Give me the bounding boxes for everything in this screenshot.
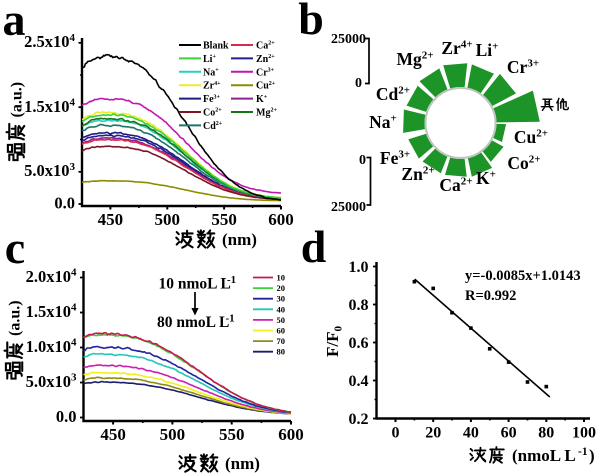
svg-text:a: a xyxy=(3,0,26,45)
svg-text:5.0x103: 5.0x103 xyxy=(26,372,77,391)
svg-text:40: 40 xyxy=(277,304,286,314)
svg-text:(nmoL L: (nmoL L xyxy=(512,446,576,465)
svg-text:5.0x103: 5.0x103 xyxy=(24,161,75,180)
svg-text:40: 40 xyxy=(463,425,479,442)
svg-text:1.5x104: 1.5x104 xyxy=(26,302,77,321)
svg-text:K+: K+ xyxy=(256,94,268,105)
svg-text:550: 550 xyxy=(211,210,237,229)
svg-text:550: 550 xyxy=(219,425,245,444)
svg-text:600: 600 xyxy=(268,210,294,229)
svg-text:R=0.992: R=0.992 xyxy=(465,288,516,304)
svg-text:0.0: 0.0 xyxy=(56,407,77,426)
svg-text:60: 60 xyxy=(277,326,286,336)
svg-text:500: 500 xyxy=(160,425,186,444)
svg-text:80 nmoL L: 80 nmoL L xyxy=(157,314,229,331)
svg-text:450: 450 xyxy=(98,210,124,229)
svg-text:0.2: 0.2 xyxy=(349,411,369,428)
svg-text:25000: 25000 xyxy=(331,200,366,215)
svg-text:(nm): (nm) xyxy=(225,454,260,473)
svg-text:(nm): (nm) xyxy=(222,230,257,249)
svg-text:100: 100 xyxy=(572,425,596,442)
svg-text:20: 20 xyxy=(425,425,441,442)
svg-text:500: 500 xyxy=(155,210,181,229)
svg-text:25000: 25000 xyxy=(331,32,366,47)
svg-text:Zr4+: Zr4+ xyxy=(203,81,221,92)
svg-text:Co2+: Co2+ xyxy=(203,108,222,119)
svg-text:): ) xyxy=(589,446,595,465)
svg-text:20: 20 xyxy=(277,283,286,293)
svg-text:0.8: 0.8 xyxy=(349,297,369,314)
svg-text:80: 80 xyxy=(277,347,286,357)
svg-text:0.0: 0.0 xyxy=(54,194,75,213)
svg-text:0.6: 0.6 xyxy=(349,335,369,352)
svg-text:70: 70 xyxy=(277,336,286,346)
svg-text:Cu2+: Cu2+ xyxy=(256,81,276,92)
svg-text:Cd2+: Cd2+ xyxy=(203,121,223,132)
svg-text:Cr3+: Cr3+ xyxy=(256,67,275,78)
svg-text:Na+: Na+ xyxy=(369,112,397,132)
svg-text:0: 0 xyxy=(392,425,400,442)
svg-text:Li+: Li+ xyxy=(203,54,216,65)
svg-text:50: 50 xyxy=(277,315,286,325)
svg-text:0: 0 xyxy=(355,76,362,91)
svg-text:-1: -1 xyxy=(226,313,235,325)
svg-text:Na+: Na+ xyxy=(203,67,219,78)
svg-text:60: 60 xyxy=(501,425,517,442)
svg-text:10: 10 xyxy=(277,273,286,283)
svg-text:-1: -1 xyxy=(227,274,236,286)
svg-text:600: 600 xyxy=(278,425,304,444)
svg-text:0: 0 xyxy=(359,153,366,168)
svg-text:Zn2+: Zn2+ xyxy=(256,54,275,65)
svg-text:b: b xyxy=(298,0,324,44)
svg-text:30: 30 xyxy=(277,294,286,304)
svg-text:(a.u.): (a.u.) xyxy=(9,82,26,118)
svg-text:c: c xyxy=(5,222,25,273)
svg-text:2.0x104: 2.0x104 xyxy=(26,267,77,286)
svg-text:y=-0.0085x+1.0143: y=-0.0085x+1.0143 xyxy=(465,268,581,284)
svg-text:Blank: Blank xyxy=(203,41,229,52)
svg-text:1.0: 1.0 xyxy=(349,259,369,276)
svg-text:10 nmoL L: 10 nmoL L xyxy=(159,276,231,293)
svg-text:-1: -1 xyxy=(578,446,588,458)
svg-text:1.0x104: 1.0x104 xyxy=(26,337,77,356)
svg-text:(a.u.): (a.u.) xyxy=(7,300,24,336)
svg-text:Mg2+: Mg2+ xyxy=(256,108,277,119)
svg-text:Fe3+: Fe3+ xyxy=(203,94,221,105)
svg-text:Ca2+: Ca2+ xyxy=(256,41,275,52)
svg-text:2.5x104: 2.5x104 xyxy=(24,32,75,51)
svg-text:0.4: 0.4 xyxy=(349,373,369,390)
svg-text:1.5x104: 1.5x104 xyxy=(24,97,75,116)
svg-text:d: d xyxy=(301,221,327,272)
svg-text:450: 450 xyxy=(100,425,126,444)
svg-text:80: 80 xyxy=(538,425,554,442)
svg-text:F/F0: F/F0 xyxy=(323,326,345,358)
